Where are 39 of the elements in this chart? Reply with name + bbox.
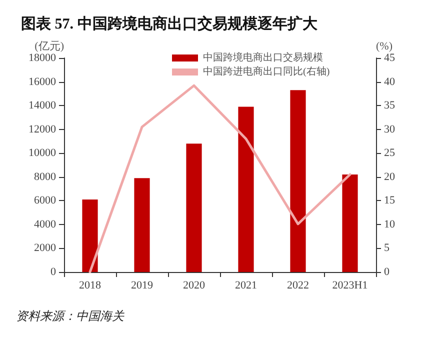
y2-tick-label: 25 [384,147,396,160]
x-tick-label: 2021 [235,280,257,292]
x-tick-label: 2022 [287,280,309,292]
y-tick-label: 14000 [28,100,56,112]
x-tick-label: 2020 [183,280,206,292]
y2-tick-label: 45 [384,52,396,64]
y2-tick-label: 35 [384,100,396,112]
legend-label: 中国跨境电商出口交易规模 [203,52,323,64]
chart-title: 图表 57. 中国跨境电商出口交易规模逐年扩大 [21,14,318,32]
bar [186,144,202,272]
y-tick-label: 10000 [28,147,56,160]
y-tick-label: 12000 [28,123,56,136]
y2-tick-label: 30 [384,123,396,136]
y-axis-title: (亿元) [34,40,64,52]
bar [342,174,358,272]
y2-tick-label: 0 [384,266,390,278]
y-tick-label: 4000 [34,218,56,230]
x-tick-label: 2018 [79,280,102,292]
y2-tick-label: 10 [384,218,396,230]
y-tick-label: 2000 [34,242,56,254]
bar [238,106,254,272]
bar [82,199,98,272]
y2-tick-label: 20 [384,170,396,183]
bar [290,90,306,272]
y2-tick-label: 5 [384,242,390,254]
y2-tick-label: 40 [384,76,396,88]
y2-axis-title: (%) [376,40,393,52]
y-tick-label: 8000 [34,170,56,183]
line-series [88,84,352,274]
y-tick-label: 16000 [28,76,56,88]
y-tick-label: 0 [50,266,56,278]
legend-label: 中国跨进电商出口同比(右轴) [203,66,330,78]
x-tick-label: 2019 [131,280,154,292]
bar [134,178,150,272]
y2-tick-label: 15 [384,194,396,207]
y-tick-label: 18000 [28,52,56,64]
y-tick-label: 6000 [34,194,56,207]
x-tick-label: 2023H1 [332,280,368,292]
text: 资料来源：中国海关 [16,309,125,323]
